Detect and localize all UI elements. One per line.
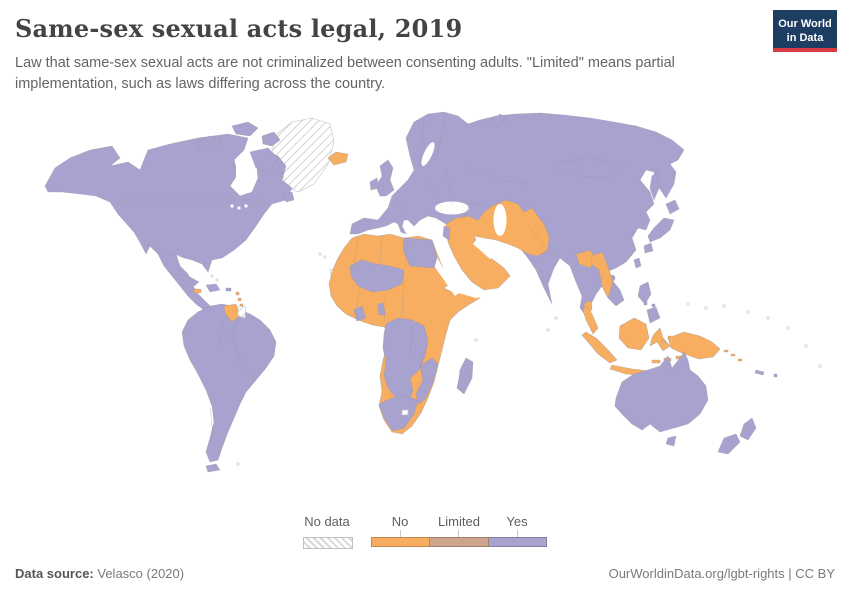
red-sea: [429, 252, 460, 296]
region-sulawesi[interactable]: [649, 327, 671, 352]
region-sumatra[interactable]: [581, 331, 618, 364]
legend-tick-no: [400, 530, 401, 537]
footer-credit: OurWorldinData.org/lgbt-rights | CC BY: [609, 566, 835, 581]
region-mali-niger[interactable]: [349, 259, 405, 293]
region-cuba[interactable]: [175, 273, 200, 287]
owid-logo-line2: in Data: [786, 32, 824, 45]
legend-label-no-data[interactable]: No data: [304, 514, 350, 529]
legend-tick-limited: [458, 530, 459, 537]
region-sakhalin[interactable]: [649, 171, 660, 201]
region-japan[interactable]: [643, 199, 680, 254]
region-borneo[interactable]: [618, 317, 650, 351]
black-sea: [435, 201, 469, 215]
region-new-caledonia[interactable]: [754, 369, 765, 376]
region-iceland[interactable]: [327, 151, 349, 166]
legend-label-limited[interactable]: Limited: [438, 514, 480, 529]
map-legend: No data No Limited Yes: [0, 512, 850, 554]
region-new-guinea[interactable]: [667, 331, 721, 360]
region-taiwan[interactable]: [633, 257, 642, 269]
region-myanmar[interactable]: [590, 251, 614, 299]
legend-swatch-limited[interactable]: [430, 537, 489, 547]
region-south-africa[interactable]: [378, 395, 419, 432]
data-source-label: Data source:: [15, 566, 94, 581]
credit-separator: |: [784, 566, 796, 581]
chart-subtitle: Law that same-sex sexual acts are not cr…: [15, 55, 675, 93]
region-israel-jordan[interactable]: [442, 225, 451, 241]
owid-logo[interactable]: Our World in Data: [773, 10, 837, 52]
pacific-island-dots: [210, 252, 822, 466]
region-madagascar[interactable]: [456, 357, 474, 395]
region-new-zealand[interactable]: [717, 417, 757, 455]
owid-url-link[interactable]: OurWorldinData.org/lgbt-rights: [608, 566, 785, 581]
legend-label-no[interactable]: No: [391, 514, 409, 529]
page-title: Same-sex sexual acts legal, 2019: [15, 14, 463, 43]
region-malay-peninsula[interactable]: [582, 305, 599, 335]
region-puerto-rico[interactable]: [225, 287, 232, 292]
region-solomon-islands[interactable]: [723, 349, 743, 362]
region-guyana[interactable]: [223, 303, 241, 323]
region-benin[interactable]: [377, 302, 386, 316]
region-egypt[interactable]: [402, 237, 438, 269]
region-jamaica[interactable]: [193, 288, 202, 294]
owid-logo-line1: Our World: [778, 18, 832, 30]
world-map-svg: [44, 111, 822, 473]
baltic-sea: [421, 142, 435, 166]
legend-swatch-no-data[interactable]: [303, 537, 353, 549]
legend-color-bar: [371, 537, 547, 547]
region-fiji[interactable]: [773, 373, 778, 378]
region-cote-divoire[interactable]: [353, 305, 367, 322]
region-philippines[interactable]: [637, 281, 661, 324]
region-tierra-del-fuego[interactable]: [205, 463, 221, 473]
owid-logo-text: Our World in Data: [773, 10, 837, 46]
region-novaya-zemlya[interactable]: [491, 113, 507, 127]
region-central-africa[interactable]: [382, 317, 429, 401]
region-north-america[interactable]: [44, 133, 293, 317]
region-tasmania[interactable]: [665, 435, 677, 447]
region-south-america[interactable]: [181, 303, 277, 463]
world-map: [0, 108, 850, 508]
caspian-sea: [493, 204, 507, 236]
region-canadian-arctic[interactable]: [195, 121, 295, 203]
great-lakes: [230, 204, 248, 210]
region-british-isles[interactable]: [369, 159, 395, 197]
license-text: CC BY: [795, 566, 835, 581]
region-australia[interactable]: [614, 351, 709, 433]
region-lesotho[interactable]: [401, 409, 409, 416]
hudson-bay: [236, 158, 258, 188]
legend-swatch-no[interactable]: [371, 537, 431, 547]
legend-swatch-yes[interactable]: [488, 537, 547, 547]
legend-label-yes[interactable]: Yes: [506, 514, 528, 529]
country-border-lines: [122, 115, 625, 445]
region-hispaniola[interactable]: [205, 283, 221, 293]
data-source: Data source: Velasco (2020): [15, 566, 184, 581]
region-middle-east-central-asia[interactable]: [445, 199, 550, 291]
region-suriname[interactable]: [237, 305, 247, 319]
data-source-value: Velasco (2020): [97, 566, 185, 581]
persian-gulf: [473, 240, 494, 259]
region-mozambique[interactable]: [415, 357, 439, 405]
legend-tick-yes: [517, 530, 518, 537]
gulf-of-aden: [455, 288, 498, 298]
